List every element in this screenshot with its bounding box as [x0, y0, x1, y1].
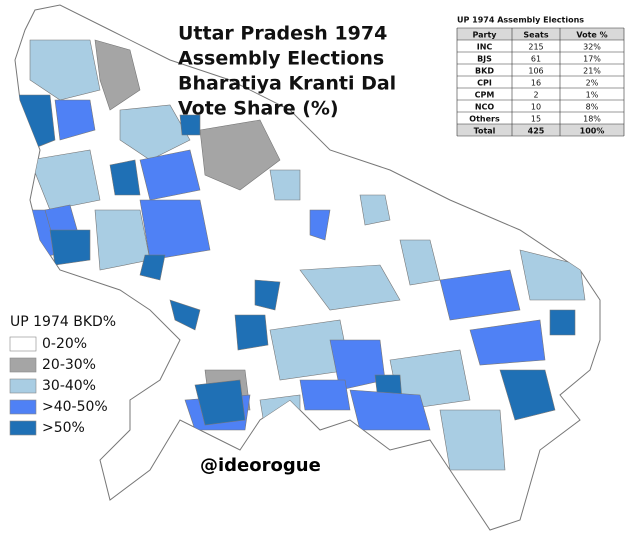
title-line: Assembly Elections: [178, 48, 384, 70]
table-title: UP 1974 Assembly Elections: [457, 16, 584, 25]
constituency: [94, 39, 141, 111]
table-cell: Party: [472, 31, 497, 40]
constituency: [299, 379, 351, 411]
constituency: [169, 299, 201, 331]
table-cell: 21%: [583, 67, 601, 76]
table-cell: 2: [533, 91, 538, 100]
constituency: [94, 209, 151, 271]
constituency: [519, 249, 586, 301]
results-table: UP 1974 Assembly Elections Party Seats Vote…: [456, 16, 625, 137]
table-cell: Total: [474, 127, 496, 136]
legend: UP 1974 BKD% 0-20% 20-30% 30-40% >40-50% >50%: [9, 314, 116, 436]
table-cell: 16: [531, 79, 541, 88]
constituency: [194, 379, 246, 426]
constituency: [139, 149, 201, 201]
legend-label: >50%: [42, 420, 85, 436]
constituency: [349, 389, 431, 431]
table-cell: 215: [528, 43, 543, 52]
table-cell: 17%: [583, 55, 601, 64]
legend-swatch: [9, 336, 37, 352]
legend-swatch: [9, 420, 37, 436]
table-cell: 106: [528, 67, 543, 76]
table-cell: Seats: [523, 31, 548, 40]
legend-label: 30-40%: [42, 378, 96, 394]
constituency: [29, 149, 101, 211]
constituency: [119, 104, 191, 161]
table-cell: 1%: [586, 91, 599, 100]
table-cell: 61: [531, 55, 541, 64]
table-cell: 2%: [586, 79, 599, 88]
constituency: [439, 409, 506, 471]
constituency: [254, 279, 281, 311]
title-line: Bharatiya Kranti Dal: [178, 73, 396, 95]
title-line: Vote Share (%): [178, 98, 339, 120]
constituency: [309, 209, 331, 241]
table-cell: 18%: [583, 115, 601, 124]
constituency: [109, 159, 141, 196]
table-cell: 10: [531, 103, 541, 112]
constituency: [139, 199, 211, 261]
legend-swatch: [9, 399, 37, 415]
constituencies: [15, 39, 586, 471]
constituency: [234, 314, 269, 351]
constituency: [139, 254, 166, 281]
table-total-bg: [457, 124, 624, 136]
constituency: [299, 264, 401, 311]
constituency: [399, 239, 441, 286]
constituency: [179, 114, 201, 136]
legend-label: 0-20%: [42, 336, 87, 352]
table-cell: INC: [477, 43, 493, 52]
constituency: [54, 99, 96, 141]
map-title: Uttar Pradesh 1974 Assembly Elections Bhar…: [178, 23, 396, 120]
constituency: [549, 309, 576, 336]
constituency: [199, 119, 281, 191]
table-cell: CPM: [475, 91, 495, 100]
table-header-bg: [457, 28, 624, 40]
table-cell: BJS: [477, 55, 492, 64]
table-cell: 8%: [586, 103, 599, 112]
legend-swatch: [9, 357, 37, 373]
table-cell: 15: [531, 115, 541, 124]
legend-title: UP 1974 BKD%: [10, 314, 116, 330]
constituency: [359, 194, 391, 226]
constituency: [439, 269, 521, 321]
table-cell: Others: [469, 115, 500, 124]
constituency: [269, 169, 301, 201]
table-cell: BKD: [475, 67, 494, 76]
table-cell: 425: [528, 127, 545, 136]
legend-swatch: [9, 378, 37, 394]
table-cell: NCO: [475, 103, 495, 112]
table-cell: CPI: [477, 79, 492, 88]
credit: @ideorogue: [200, 455, 321, 476]
constituency: [499, 369, 556, 421]
legend-label: 20-30%: [42, 357, 96, 373]
table-cell: Vote %: [576, 31, 607, 40]
legend-label: >40-50%: [42, 399, 108, 415]
title-line: Uttar Pradesh 1974: [178, 23, 387, 45]
table-cell: 32%: [583, 43, 601, 52]
constituency: [29, 39, 101, 101]
constituency: [259, 394, 301, 431]
constituency: [49, 229, 91, 266]
table-cell: 100%: [580, 127, 605, 136]
constituency: [469, 319, 546, 366]
